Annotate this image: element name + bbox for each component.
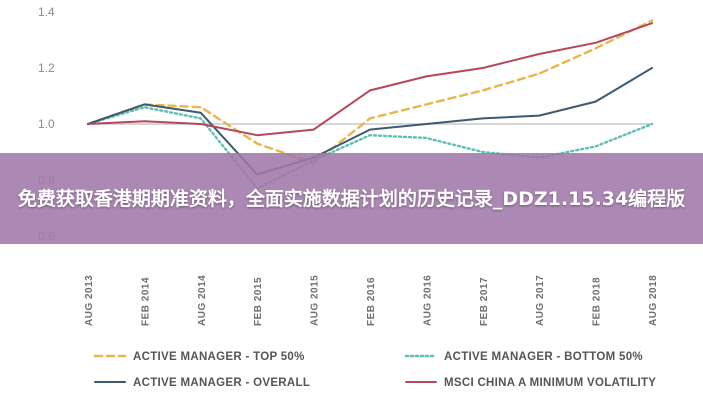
data-point: [256, 134, 259, 136]
data-point: [87, 123, 89, 125]
data-point: [425, 75, 428, 78]
x-tick-label: AUG 2013: [84, 275, 95, 326]
data-point: [594, 100, 597, 103]
data-point: [256, 142, 259, 145]
y-tick-label: 1.2: [38, 61, 55, 75]
x-tick-label: FEB 2015: [253, 277, 264, 326]
series-line-0: [86, 19, 654, 165]
data-point: [594, 47, 597, 50]
data-point: [200, 123, 202, 125]
data-point: [143, 106, 146, 108]
overlay-banner: 免费获取香港期期准资料，全面实施数据计划的历史记录_DDZ1.15.34编程版: [0, 153, 703, 244]
legend-label: ACTIVE MANAGER - TOP 50%: [133, 351, 305, 363]
x-tick-label: FEB 2018: [592, 277, 603, 326]
data-point: [200, 106, 202, 108]
data-point: [200, 112, 202, 114]
x-tick-label: AUG 2017: [535, 275, 546, 326]
x-axis: AUG 2013 FEB 2014 AUG 2014 FEB 2015 AUG 2015…: [84, 275, 659, 326]
legend-label: MSCI CHINA A MINIMUM VOLATILITY: [444, 377, 656, 389]
legend-label: ACTIVE MANAGER - BOTTOM 50%: [444, 351, 643, 363]
x-tick-label: AUG 2016: [422, 275, 433, 326]
y-tick-label: 1.0: [38, 117, 55, 131]
x-tick-label: FEB 2017: [479, 277, 490, 326]
x-tick-label: AUG 2018: [648, 275, 659, 326]
data-point: [369, 128, 371, 131]
data-point: [369, 89, 371, 92]
x-tick-label: FEB 2016: [366, 277, 377, 326]
data-point: [143, 120, 146, 122]
data-point: [538, 53, 540, 55]
data-point: [312, 128, 315, 131]
data-point: [482, 89, 484, 92]
legend: ACTIVE MANAGER - TOP 50% ACTIVE MANAGER -…: [93, 351, 656, 389]
data-point: [425, 137, 428, 139]
y-tick-label: 1.4: [38, 5, 55, 19]
data-point: [482, 117, 484, 120]
data-point: [538, 72, 540, 75]
data-point: [200, 117, 202, 120]
data-point: [538, 114, 540, 117]
data-point: [482, 67, 484, 69]
data-point: [651, 123, 653, 125]
data-point: [369, 117, 371, 120]
data-point: [651, 67, 653, 69]
x-tick-label: AUG 2015: [310, 275, 321, 326]
x-tick-label: FEB 2014: [140, 277, 151, 326]
data-point: [651, 22, 653, 25]
data-point: [143, 103, 146, 106]
overlay-title: 免费获取香港期期准资料，全面实施数据计划的历史记录_DDZ1.15.34编程版: [17, 187, 686, 210]
data-point: [651, 19, 653, 22]
data-point: [594, 145, 597, 148]
data-point: [425, 123, 428, 125]
data-point: [369, 134, 371, 136]
data-point: [594, 42, 597, 44]
legend-label: ACTIVE MANAGER - OVERALL: [133, 377, 310, 389]
data-point: [425, 103, 428, 106]
x-tick-label: AUG 2014: [197, 275, 208, 326]
data-point: [482, 151, 484, 153]
